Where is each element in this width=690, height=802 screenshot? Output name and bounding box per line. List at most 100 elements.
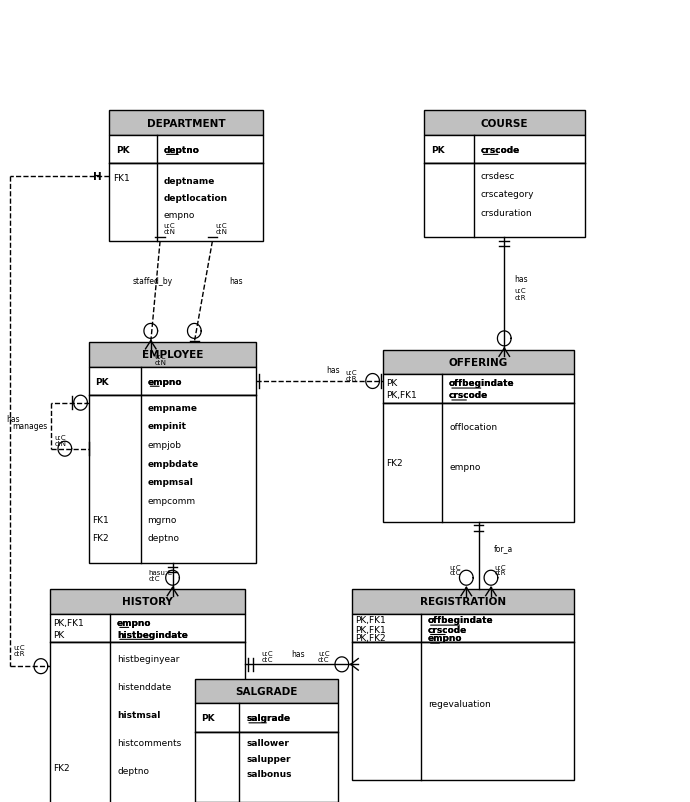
Text: REGISTRATION: REGISTRATION: [420, 597, 506, 606]
FancyBboxPatch shape: [50, 589, 245, 614]
Text: empno: empno: [117, 618, 152, 627]
Text: empname: empname: [148, 403, 197, 412]
Text: d:R: d:R: [494, 569, 506, 576]
Text: u:C: u:C: [154, 353, 166, 359]
Text: crscode: crscode: [480, 145, 520, 155]
Text: crscode: crscode: [428, 625, 467, 634]
FancyBboxPatch shape: [50, 614, 245, 642]
Text: FK2: FK2: [53, 764, 70, 772]
Text: d:C: d:C: [449, 569, 461, 576]
Text: empno: empno: [148, 377, 182, 386]
FancyBboxPatch shape: [195, 703, 338, 732]
Text: COURSE: COURSE: [480, 119, 528, 128]
Text: empbdate: empbdate: [148, 459, 199, 468]
Text: deptno: deptno: [117, 766, 149, 775]
FancyBboxPatch shape: [89, 342, 256, 367]
Text: PK: PK: [116, 145, 130, 155]
Text: FK1: FK1: [112, 173, 130, 183]
Text: crscode: crscode: [449, 391, 489, 399]
Text: u:C: u:C: [449, 564, 461, 569]
Text: regevaluation: regevaluation: [428, 699, 491, 709]
FancyBboxPatch shape: [109, 136, 263, 164]
Text: empno: empno: [428, 634, 462, 642]
Text: PK,FK1: PK,FK1: [355, 625, 386, 634]
Text: HISTORY: HISTORY: [122, 597, 172, 606]
Text: crsduration: crsduration: [480, 209, 532, 217]
FancyBboxPatch shape: [89, 367, 256, 395]
Text: PK: PK: [96, 377, 109, 386]
FancyBboxPatch shape: [383, 350, 574, 375]
Text: salbonus: salbonus: [246, 770, 292, 779]
Text: has: has: [230, 277, 243, 286]
Text: has: has: [326, 366, 340, 375]
Text: salgrade: salgrade: [246, 713, 290, 722]
Text: histcomments: histcomments: [117, 738, 181, 747]
Text: mgrno: mgrno: [148, 515, 177, 524]
FancyBboxPatch shape: [424, 136, 584, 164]
Text: empinit: empinit: [148, 422, 186, 431]
FancyBboxPatch shape: [424, 164, 584, 238]
FancyBboxPatch shape: [89, 395, 256, 563]
Text: u:C: u:C: [345, 370, 357, 375]
Text: PK: PK: [201, 713, 215, 722]
Text: offbegindate: offbegindate: [428, 616, 493, 625]
Text: empjob: empjob: [148, 440, 181, 449]
FancyBboxPatch shape: [352, 614, 574, 642]
Text: deptlocation: deptlocation: [164, 194, 228, 203]
Text: u:C: u:C: [14, 645, 25, 650]
Text: d:N: d:N: [216, 229, 228, 235]
Text: PK: PK: [386, 379, 397, 388]
Text: offbegindate: offbegindate: [449, 379, 515, 388]
Text: histenddate: histenddate: [117, 683, 171, 691]
FancyBboxPatch shape: [109, 164, 263, 242]
Text: deptname: deptname: [164, 176, 215, 186]
Text: d:C: d:C: [148, 575, 160, 581]
Text: deptno: deptno: [164, 145, 199, 155]
Text: has: has: [7, 415, 20, 423]
Text: hasu:C: hasu:C: [148, 569, 172, 575]
Text: empno: empno: [117, 618, 152, 627]
FancyBboxPatch shape: [352, 642, 574, 780]
Text: offbegindate: offbegindate: [449, 379, 515, 388]
Text: crscode: crscode: [480, 145, 520, 155]
Text: d:R: d:R: [14, 650, 25, 657]
Text: FK2: FK2: [386, 458, 403, 467]
Text: d:R: d:R: [345, 375, 357, 382]
Text: offbegindate: offbegindate: [428, 616, 493, 625]
Text: PK: PK: [431, 145, 444, 155]
Text: d:N: d:N: [154, 359, 166, 365]
Text: crscode: crscode: [428, 625, 467, 634]
Text: FK2: FK2: [92, 533, 109, 542]
Text: OFFERING: OFFERING: [449, 358, 509, 367]
Text: SALGRADE: SALGRADE: [235, 687, 298, 696]
Text: crsdesc: crsdesc: [480, 172, 515, 180]
Text: u:C: u:C: [164, 222, 175, 229]
Text: manages: manages: [12, 422, 48, 431]
Text: crscategory: crscategory: [480, 190, 534, 199]
FancyBboxPatch shape: [352, 589, 574, 614]
Text: deptno: deptno: [148, 533, 179, 542]
FancyBboxPatch shape: [424, 111, 584, 136]
Text: crscode: crscode: [449, 391, 489, 399]
FancyBboxPatch shape: [195, 732, 338, 802]
Text: PK: PK: [53, 630, 64, 639]
FancyBboxPatch shape: [383, 375, 574, 403]
Text: u:C: u:C: [262, 650, 273, 656]
Text: empno: empno: [428, 634, 462, 642]
Text: histbegindate: histbegindate: [117, 630, 188, 639]
Text: empno: empno: [164, 211, 195, 220]
Text: u:C: u:C: [494, 564, 506, 569]
Text: PK,FK1: PK,FK1: [355, 616, 386, 625]
Text: empmsal: empmsal: [148, 478, 193, 487]
Text: empno: empno: [148, 377, 182, 386]
Text: H: H: [92, 172, 101, 181]
Text: u:C: u:C: [515, 287, 526, 294]
Text: u:C: u:C: [318, 650, 330, 656]
Text: histbeginyear: histbeginyear: [117, 654, 179, 663]
Text: u:C: u:C: [55, 435, 66, 441]
Text: salgrade: salgrade: [246, 713, 290, 722]
Text: d:R: d:R: [515, 295, 526, 301]
Text: FK1: FK1: [92, 515, 109, 524]
Text: for_a: for_a: [493, 544, 513, 553]
Text: d:C: d:C: [318, 656, 329, 662]
